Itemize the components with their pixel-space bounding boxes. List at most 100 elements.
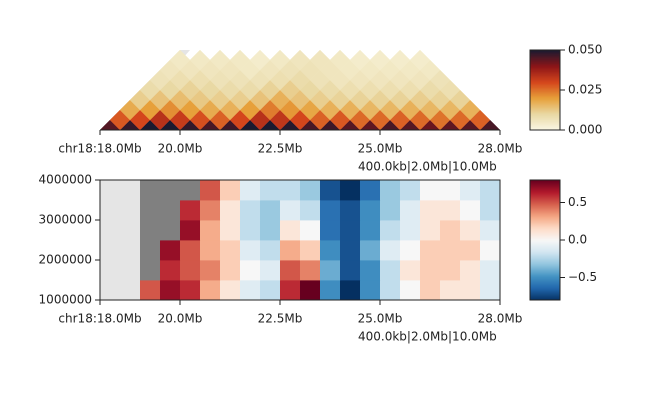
colorbar-segment (530, 58, 560, 60)
colorbar-segment (530, 126, 560, 128)
colorbar-segment (530, 118, 560, 120)
colorbar-segment (530, 84, 560, 87)
colorbar-segment (530, 119, 560, 122)
colorbar-segment (530, 122, 560, 124)
colorbar-segment (530, 246, 560, 249)
colorbar-tick-label: 0.050 (568, 43, 602, 57)
heatmap-cell (420, 240, 441, 261)
colorbar-segment (530, 67, 560, 70)
heatmap-cell (140, 220, 161, 241)
colorbar-segment (530, 278, 560, 281)
colorbar-segment (530, 270, 560, 273)
heatmap-cell (320, 280, 341, 301)
colorbar-segment (530, 82, 560, 84)
colorbar-segment (530, 268, 560, 271)
colorbar-segment (530, 194, 560, 197)
colorbar-segment (530, 292, 560, 295)
colorbar-segment (530, 56, 560, 59)
colorbar-segment (530, 63, 560, 66)
heatmap-cell (380, 240, 401, 261)
heatmap-cell (300, 220, 321, 241)
colorbar-segment (530, 288, 560, 291)
heatmap-cell (220, 220, 241, 241)
heatmap-cell (240, 240, 261, 261)
colorbar-segment (530, 204, 560, 207)
heatmap-cell (160, 200, 181, 221)
heatmap-cell (360, 280, 381, 301)
colorbar-segment (530, 186, 560, 189)
heatmap-cell (280, 220, 301, 241)
heatmap-cell (180, 280, 201, 301)
colorbar-segment (530, 240, 560, 243)
heatmap-cell (420, 200, 441, 221)
x-tick-label: 22.5Mb (258, 312, 303, 326)
heatmap-cell (360, 260, 381, 281)
heatmap-cell (140, 280, 161, 301)
colorbar-segment (530, 64, 560, 67)
heatmap-cell (320, 220, 341, 241)
heatmap-cell (180, 240, 201, 261)
colorbar-segment (530, 250, 560, 253)
heatmap-cell (200, 280, 221, 301)
colorbar-segment (530, 224, 560, 227)
colorbar-segment (530, 262, 560, 265)
colorbar-segment (530, 274, 560, 277)
heatmap-cell (300, 240, 321, 261)
colorbar-segment (530, 123, 560, 126)
colorbar-segment (530, 256, 560, 259)
colorbar-segment (530, 108, 560, 111)
heatmap-cell (240, 200, 261, 221)
heatmap-cell (260, 180, 281, 201)
colorbar-segment (530, 70, 560, 72)
colorbar-segment (530, 92, 560, 95)
heatmap-cell (360, 240, 381, 261)
colorbar-segment (530, 60, 560, 63)
colorbar-segment (530, 254, 560, 257)
colorbar-segment (530, 200, 560, 203)
heatmap-cell (240, 280, 261, 301)
heatmap-cell (200, 260, 221, 281)
colorbar-segment (530, 55, 560, 58)
heatmap-cell (460, 240, 481, 261)
heatmap-cell (180, 260, 201, 281)
colorbar-segment (530, 192, 560, 195)
colorbar-segment (530, 71, 560, 74)
heatmap-cell (400, 180, 421, 201)
colorbar-segment (530, 115, 560, 118)
heatmap-cell (320, 260, 341, 281)
heatmap-cell (300, 260, 321, 281)
x-tick-label: chr18:18.0Mb (58, 142, 141, 156)
colorbar-segment (530, 212, 560, 215)
colorbar-segment (530, 75, 560, 78)
colorbar-segment (530, 106, 560, 108)
heatmap-cell (440, 280, 461, 301)
colorbar-segment (530, 208, 560, 211)
heatmap-cell (280, 240, 301, 261)
heatmap-cell (200, 180, 221, 201)
x-tick-label: 22.5Mb (258, 142, 303, 156)
heatmap-cell (440, 200, 461, 221)
heatmap-cell (480, 260, 501, 281)
colorbar-segment (530, 272, 560, 275)
colorbar-segment (530, 198, 560, 201)
heatmap-cell (300, 280, 321, 301)
colorbar-segment (530, 59, 560, 62)
colorbar-segment (530, 68, 560, 71)
colorbar-segment (530, 100, 560, 103)
heatmap-cell (380, 260, 401, 281)
heatmap-cell (200, 220, 221, 241)
colorbar-tick-label: 0.5 (568, 195, 587, 209)
heatmap-cell (200, 240, 221, 261)
heatmap-cell (160, 260, 181, 281)
colorbar-segment (530, 284, 560, 287)
colorbar-segment (530, 218, 560, 221)
heatmap-cell (440, 260, 461, 281)
heatmap-cell (240, 220, 261, 241)
heatmap-cell (280, 200, 301, 221)
colorbar-segment (530, 91, 560, 94)
heatmap-cell (460, 180, 481, 201)
heatmap-cell (260, 220, 281, 241)
colorbar-segment (530, 127, 560, 130)
colorbar-segment (530, 226, 560, 229)
colorbar-segment (530, 202, 560, 205)
